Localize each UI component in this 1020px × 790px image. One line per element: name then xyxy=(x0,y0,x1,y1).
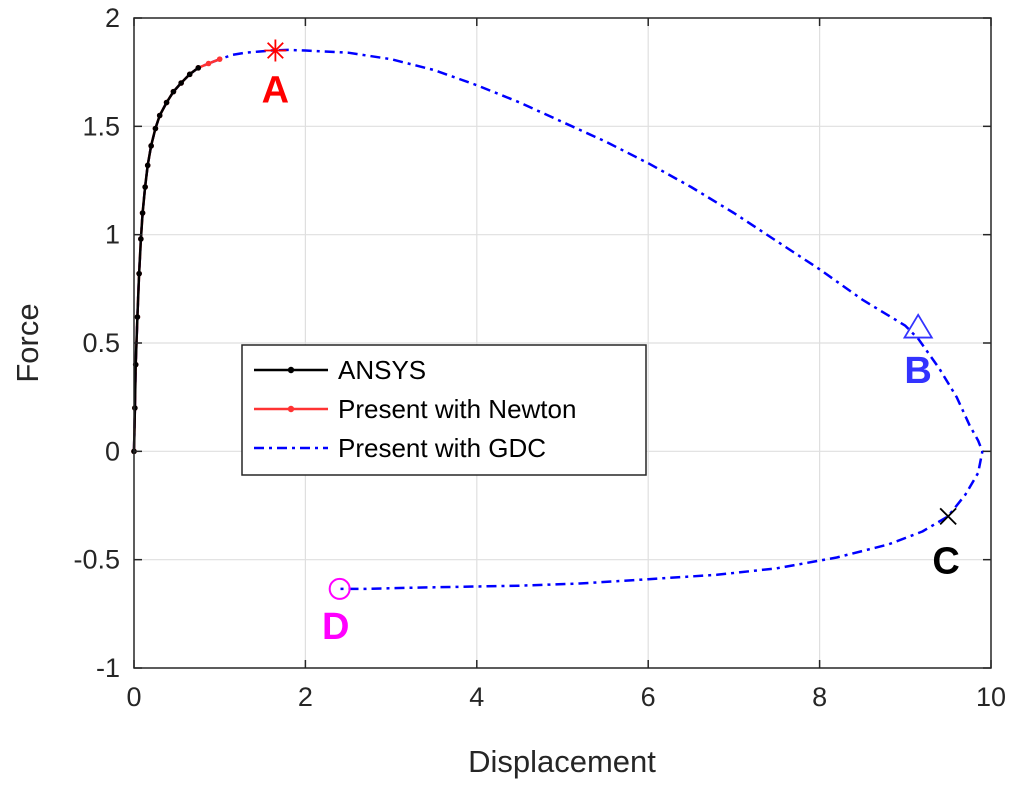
point-labels: A B C D xyxy=(262,70,960,648)
marker-d xyxy=(328,577,351,600)
x-tick-label: 0 xyxy=(126,682,141,712)
series-point-0 xyxy=(170,88,177,95)
series-point-0 xyxy=(186,71,193,78)
legend: ANSYS Present with Newton Present with GDC xyxy=(241,344,647,476)
y-tick-label: 0 xyxy=(105,436,120,466)
marker-a xyxy=(264,39,287,62)
legend-items: ANSYS Present with Newton Present with GDC xyxy=(254,355,576,463)
x-tick-label: 2 xyxy=(298,682,313,712)
y-tick-label: -1 xyxy=(96,653,120,683)
legend-marker-0 xyxy=(287,366,295,374)
x-tick-label: 4 xyxy=(469,682,484,712)
series-point-0 xyxy=(139,210,146,216)
series-line-2 xyxy=(132,48,984,591)
point-markers xyxy=(264,39,957,600)
series-point-0 xyxy=(148,143,154,149)
series-point-0 xyxy=(152,125,159,132)
series-point-0 xyxy=(142,184,148,190)
triangle-marker xyxy=(902,313,934,339)
y-tick-label: 0.5 xyxy=(82,328,120,358)
x-tick-label: 8 xyxy=(812,682,827,712)
series-lines xyxy=(131,48,984,591)
point-label-a: A xyxy=(262,70,289,112)
point-label-b: B xyxy=(904,350,931,392)
cross-marker-stroke xyxy=(939,507,957,525)
series-point-1 xyxy=(216,56,223,62)
series-point-1 xyxy=(205,60,212,67)
legend-marker-1 xyxy=(287,405,295,413)
series-point-0 xyxy=(132,405,138,411)
marker-c xyxy=(939,507,957,525)
series-point-0 xyxy=(178,80,184,86)
y-tick-label: 1.5 xyxy=(82,111,120,141)
legend-label-0: ANSYS xyxy=(338,355,426,385)
series-point-0 xyxy=(134,314,141,320)
y-tick-label: 1 xyxy=(105,220,120,250)
x-tick-label: 6 xyxy=(641,682,656,712)
series-point-0 xyxy=(156,112,163,119)
point-label-d: D xyxy=(322,606,349,648)
y-tick-label: -0.5 xyxy=(73,545,120,575)
series-point-0 xyxy=(163,99,170,106)
axis-ticks: 0 2 4 6 8 10 -1 -0.5 0 0.5 1 1.5 2 xyxy=(73,3,1006,712)
y-tick-label: 2 xyxy=(105,3,120,33)
marker-b xyxy=(902,313,934,339)
asterisk-marker-stroke xyxy=(266,42,284,59)
series-point-0 xyxy=(136,270,142,277)
point-label-c: C xyxy=(932,540,959,582)
x-axis-label: Displacement xyxy=(468,744,656,779)
series-point-0 xyxy=(144,162,151,169)
y-axis-label: Force xyxy=(10,303,45,382)
series-point-0 xyxy=(138,236,144,242)
circle-marker xyxy=(328,577,351,600)
x-tick-label: 10 xyxy=(976,682,1006,712)
series-point-0 xyxy=(195,65,202,71)
legend-label-2: Present with GDC xyxy=(338,433,546,463)
legend-label-1: Present with Newton xyxy=(338,394,576,424)
